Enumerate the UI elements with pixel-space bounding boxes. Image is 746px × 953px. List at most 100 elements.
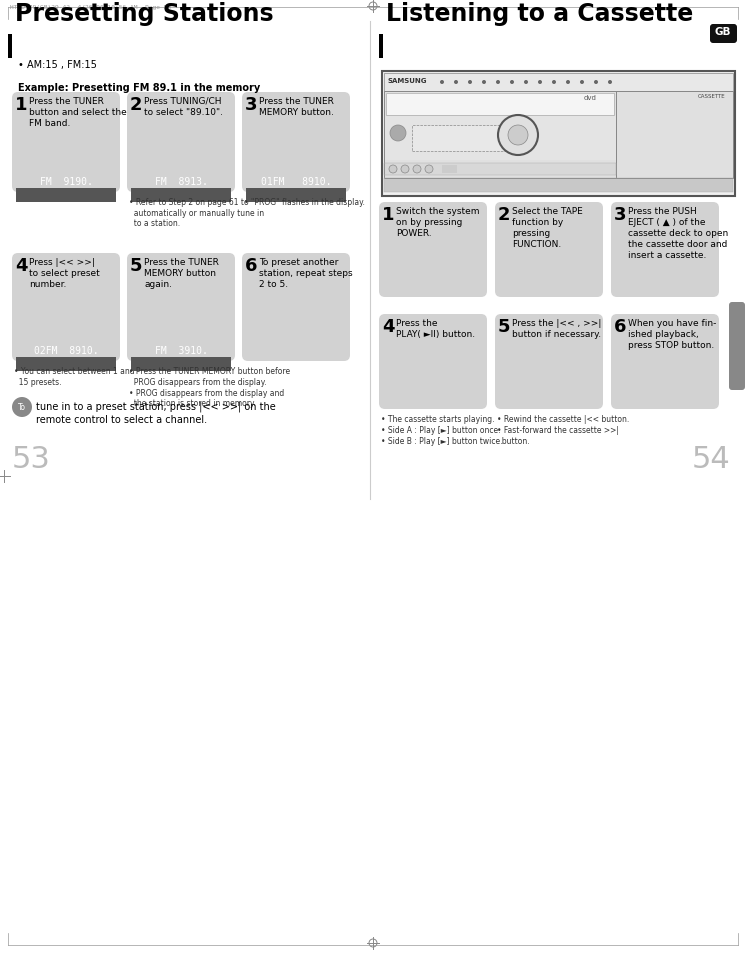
Text: 3: 3: [245, 96, 257, 113]
Circle shape: [552, 81, 556, 85]
Text: Presetting Stations: Presetting Stations: [15, 2, 274, 26]
Text: HT-DT79(GB)29-42  4/26/06 10:56 AM  Page 54: HT-DT79(GB)29-42 4/26/06 10:56 AM Page 5…: [10, 5, 172, 10]
Bar: [384, 91, 733, 179]
Text: 1: 1: [15, 96, 28, 113]
Circle shape: [390, 126, 406, 142]
FancyBboxPatch shape: [495, 203, 603, 297]
Text: • You can select between 1 and
  15 presets.: • You can select between 1 and 15 preset…: [14, 367, 134, 386]
FancyBboxPatch shape: [729, 303, 745, 391]
Circle shape: [498, 116, 538, 156]
Bar: [382, 71, 735, 196]
Text: CASSETTE: CASSETTE: [698, 94, 726, 99]
Bar: [16, 189, 116, 203]
Bar: [386, 94, 614, 116]
Text: 02FM  8910.: 02FM 8910.: [34, 346, 98, 355]
Text: SAMSUNG: SAMSUNG: [388, 78, 427, 84]
Text: • Rewind the cassette |<< button.
• Fast-forward the cassette >>|
  button.: • Rewind the cassette |<< button. • Fast…: [497, 415, 629, 445]
Circle shape: [580, 81, 584, 85]
Text: 5: 5: [498, 317, 510, 335]
Text: 01FM   8910.: 01FM 8910.: [261, 177, 331, 187]
Text: Press the TUNER
MEMORY button
again.: Press the TUNER MEMORY button again.: [144, 257, 219, 289]
Circle shape: [12, 397, 32, 417]
Text: 54: 54: [692, 444, 730, 474]
FancyBboxPatch shape: [127, 92, 235, 193]
FancyBboxPatch shape: [242, 253, 350, 361]
Bar: [384, 179, 733, 193]
Text: When you have fin-
ished playback,
press STOP button.: When you have fin- ished playback, press…: [628, 318, 716, 350]
Bar: [246, 189, 346, 203]
Text: 6: 6: [245, 256, 257, 274]
Bar: [442, 166, 457, 173]
Text: Press the PUSH
EJECT ( ▲ ) of the
cassette deck to open
the cassette door and
in: Press the PUSH EJECT ( ▲ ) of the casset…: [628, 207, 728, 260]
Circle shape: [524, 81, 528, 85]
Text: • Press the TUNER MEMORY button before
  PROG disappears from the display.
• PRO: • Press the TUNER MEMORY button before P…: [129, 367, 290, 408]
Circle shape: [566, 81, 570, 85]
Text: 53: 53: [12, 444, 51, 474]
Circle shape: [389, 166, 397, 173]
Text: FM  8913.: FM 8913.: [154, 177, 207, 187]
FancyBboxPatch shape: [12, 92, 120, 193]
Text: To preset another
station, repeat steps
2 to 5.: To preset another station, repeat steps …: [259, 257, 353, 289]
Bar: [379, 35, 383, 59]
Text: • "PROG" flashes in the display.: • "PROG" flashes in the display.: [244, 198, 365, 207]
Bar: [386, 94, 614, 116]
Bar: [131, 189, 231, 203]
Text: tune in to a preset station, press |<< >>| on the
remote control to select a cha: tune in to a preset station, press |<< >…: [36, 400, 276, 424]
Text: 4: 4: [15, 256, 28, 274]
Text: FM  3910.: FM 3910.: [154, 346, 207, 355]
Text: 4: 4: [382, 317, 395, 335]
Text: Press the
PLAY( ►II) button.: Press the PLAY( ►II) button.: [396, 318, 475, 338]
Circle shape: [510, 81, 514, 85]
Bar: [384, 164, 616, 175]
Text: • Refer to Step 2 on page 61 to
  automatically or manually tune in
  to a stati: • Refer to Step 2 on page 61 to automati…: [129, 198, 264, 229]
FancyBboxPatch shape: [495, 314, 603, 410]
Text: 6: 6: [614, 317, 627, 335]
Text: To: To: [18, 403, 26, 412]
Text: Press |<< >>|
to select preset
number.: Press |<< >>| to select preset number.: [29, 257, 100, 289]
Text: Listening to a Cassette: Listening to a Cassette: [386, 2, 693, 26]
Text: dvd: dvd: [584, 95, 597, 101]
Bar: [384, 164, 616, 175]
FancyBboxPatch shape: [379, 203, 487, 297]
Text: GB: GB: [715, 27, 731, 37]
Text: Switch the system
on by pressing
POWER.: Switch the system on by pressing POWER.: [396, 207, 480, 238]
Bar: [384, 116, 616, 161]
Bar: [131, 357, 231, 372]
Text: • AM:15 , FM:15: • AM:15 , FM:15: [18, 60, 97, 70]
Bar: [16, 357, 116, 372]
Circle shape: [454, 81, 458, 85]
Circle shape: [401, 166, 409, 173]
Circle shape: [594, 81, 598, 85]
Bar: [384, 179, 733, 193]
Text: Example: Presetting FM 89.1 in the memory: Example: Presetting FM 89.1 in the memor…: [18, 83, 260, 92]
Text: • The cassette starts playing.
• Side A : Play [►] button once.
• Side B : Play : • The cassette starts playing. • Side A …: [381, 415, 503, 445]
Text: Press the TUNER
button and select the
FM band.: Press the TUNER button and select the FM…: [29, 97, 127, 128]
Bar: [384, 74, 733, 91]
Circle shape: [508, 126, 528, 146]
Bar: [8, 35, 12, 59]
Text: TAPE DECK: TAPE DECK: [733, 238, 742, 279]
FancyBboxPatch shape: [379, 314, 487, 410]
FancyBboxPatch shape: [611, 203, 719, 297]
Text: Press the TUNER
MEMORY button.: Press the TUNER MEMORY button.: [259, 97, 334, 117]
FancyBboxPatch shape: [127, 253, 235, 361]
Bar: [384, 91, 733, 179]
Circle shape: [413, 166, 421, 173]
FancyBboxPatch shape: [710, 25, 737, 44]
Bar: [384, 91, 616, 179]
Circle shape: [496, 81, 500, 85]
Text: 1: 1: [382, 206, 395, 224]
Circle shape: [468, 81, 472, 85]
Bar: [382, 71, 735, 196]
Text: 3: 3: [614, 206, 627, 224]
Bar: [616, 91, 733, 179]
Text: Press the |<< , >>|
button if necessary.: Press the |<< , >>| button if necessary.: [512, 318, 601, 338]
Circle shape: [608, 81, 612, 85]
Circle shape: [482, 81, 486, 85]
Text: Press TUNING/CH
to select "89.10".: Press TUNING/CH to select "89.10".: [144, 97, 223, 117]
FancyBboxPatch shape: [12, 253, 120, 361]
Bar: [384, 74, 733, 91]
Text: 2: 2: [498, 206, 510, 224]
FancyBboxPatch shape: [611, 314, 719, 410]
Bar: [412, 126, 522, 152]
